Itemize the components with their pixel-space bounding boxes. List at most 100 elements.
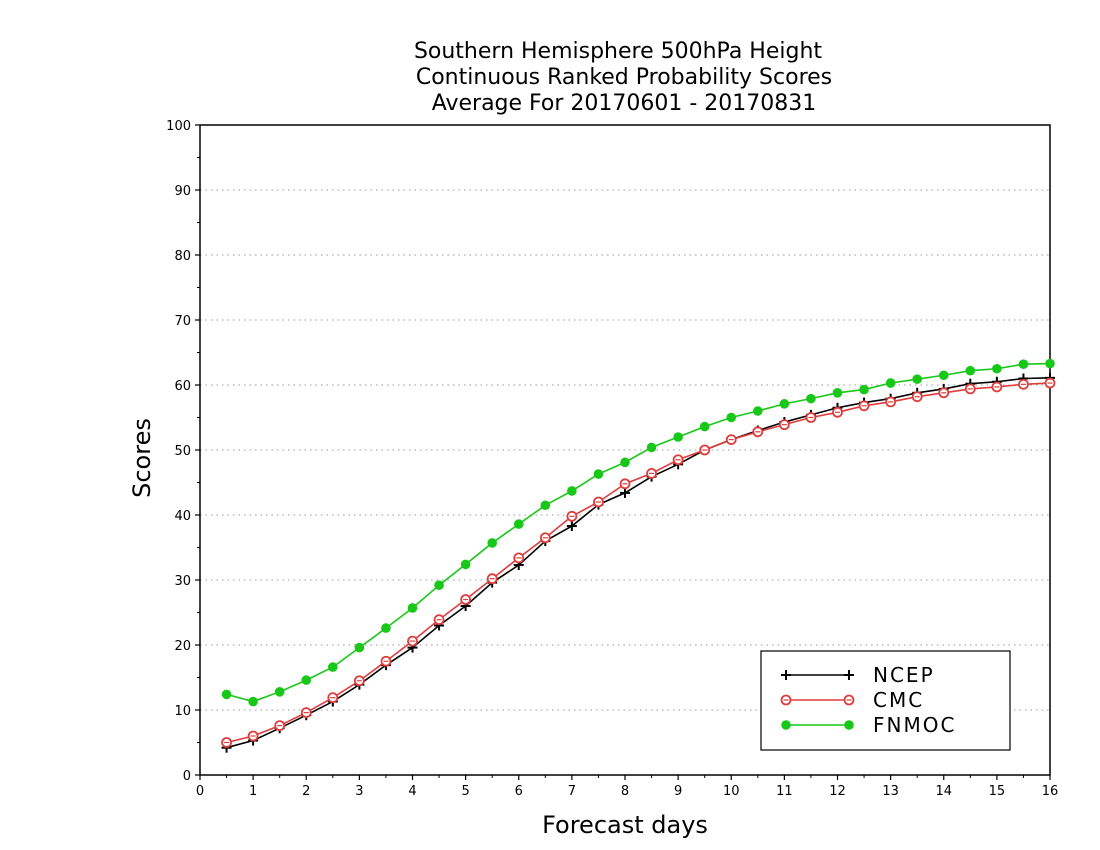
data-point-fnmoc xyxy=(912,374,922,384)
legend-marker-ncep xyxy=(844,670,854,680)
legend-item-ncep: NCEP xyxy=(781,663,935,687)
data-point-cmc xyxy=(353,675,365,687)
x-tick-label: 8 xyxy=(621,784,629,799)
legend-label-fnmoc: FNMOC xyxy=(873,713,956,737)
data-point-fnmoc xyxy=(221,689,232,700)
data-point-cmc xyxy=(460,594,472,605)
y-tick-label: 80 xyxy=(174,249,191,264)
y-tick-label: 50 xyxy=(174,444,191,459)
legend-label-cmc: CMC xyxy=(873,688,924,712)
data-point-cmc xyxy=(619,478,631,490)
data-point-ncep xyxy=(620,487,630,498)
data-point-fnmoc xyxy=(407,603,418,613)
y-axis-label: Scores xyxy=(128,418,156,498)
data-point-cmc xyxy=(752,426,764,438)
data-point-cmc xyxy=(274,720,286,731)
data-point-cmc xyxy=(327,692,339,704)
data-point-cmc xyxy=(699,444,711,456)
x-tick-label: 12 xyxy=(829,784,846,799)
legend-label-ncep: NCEP xyxy=(873,663,935,687)
y-tick-label: 60 xyxy=(174,379,191,394)
data-point-cmc xyxy=(832,406,843,418)
chart-title: Southern Hemisphere 500hPa Height Contin… xyxy=(414,39,832,116)
data-point-cmc xyxy=(805,412,817,423)
data-point-cmc xyxy=(1018,378,1029,390)
data-point-cmc xyxy=(539,532,551,544)
data-point-fnmoc xyxy=(248,696,258,707)
data-point-cmc xyxy=(911,391,923,403)
y-tick-label: 0 xyxy=(183,769,191,784)
x-tick-label: 16 xyxy=(1042,784,1059,799)
data-point-cmc xyxy=(1044,377,1056,389)
x-tick-label: 1 xyxy=(249,784,257,799)
data-point-fnmoc xyxy=(301,675,312,685)
data-point-cmc xyxy=(964,383,976,395)
data-point-fnmoc xyxy=(753,406,763,416)
title-line-2: Continuous Ranked Probability Scores xyxy=(416,65,832,90)
data-point-fnmoc xyxy=(487,538,497,548)
data-point-ncep xyxy=(566,521,577,532)
x-axis-ticks: 0 1 2 3 4 5 6 7 8 9 10 11 12 13 14 15 16 xyxy=(196,775,1058,799)
data-point-fnmoc xyxy=(992,363,1002,374)
legend-marker-cmc xyxy=(780,694,792,706)
series-fnmoc xyxy=(221,358,1055,707)
x-axis-label: Forecast days xyxy=(542,811,708,839)
data-point-fnmoc xyxy=(673,432,683,442)
y-axis-ticks: 0 10 20 30 40 50 60 70 80 90 100 xyxy=(166,119,200,784)
series-group xyxy=(221,358,1056,753)
data-point-fnmoc xyxy=(620,457,630,468)
data-point-fnmoc xyxy=(593,469,604,479)
x-tick-label: 0 xyxy=(196,784,204,799)
data-point-cmc xyxy=(221,737,232,748)
y-tick-label: 20 xyxy=(174,639,191,654)
x-tick-label: 7 xyxy=(568,784,576,799)
x-tick-label: 14 xyxy=(935,784,952,799)
x-tick-label: 4 xyxy=(408,784,416,799)
data-point-cmc xyxy=(725,434,737,446)
data-point-fnmoc xyxy=(381,623,391,633)
data-point-fnmoc xyxy=(567,486,577,496)
data-point-fnmoc xyxy=(859,384,869,395)
data-point-fnmoc xyxy=(646,442,657,453)
x-tick-label: 5 xyxy=(461,784,469,799)
x-tick-label: 10 xyxy=(723,784,740,799)
x-tick-label: 2 xyxy=(302,784,310,799)
data-point-cmc xyxy=(486,573,498,585)
data-point-cmc xyxy=(672,454,684,466)
data-point-cmc xyxy=(513,552,525,564)
x-tick-label: 3 xyxy=(355,784,363,799)
data-point-cmc xyxy=(433,614,445,626)
title-line-1: Southern Hemisphere 500hPa Height xyxy=(414,39,822,64)
y-tick-label: 100 xyxy=(166,119,191,134)
data-point-fnmoc xyxy=(1045,358,1055,369)
x-tick-label: 11 xyxy=(776,784,793,799)
legend-marker-fnmoc xyxy=(844,720,854,730)
data-point-cmc xyxy=(300,707,312,718)
x-tick-label: 6 xyxy=(515,784,523,799)
data-point-cmc xyxy=(646,467,657,479)
data-point-fnmoc xyxy=(806,393,816,404)
x-tick-label: 13 xyxy=(882,784,899,799)
data-point-fnmoc xyxy=(965,365,976,376)
data-point-cmc xyxy=(380,655,392,667)
data-point-fnmoc xyxy=(540,500,551,511)
title-line-3: Average For 20170601 - 20170831 xyxy=(432,91,817,116)
data-point-fnmoc xyxy=(832,388,843,398)
data-point-cmc xyxy=(885,396,897,408)
legend-marker-ncep xyxy=(781,670,791,680)
data-point-fnmoc xyxy=(460,559,471,570)
y-tick-label: 30 xyxy=(174,574,191,589)
data-point-cmc xyxy=(407,635,418,647)
x-tick-label: 15 xyxy=(989,784,1006,799)
data-point-fnmoc xyxy=(354,642,365,653)
x-tick-label: 9 xyxy=(674,784,682,799)
data-point-fnmoc xyxy=(885,378,896,388)
data-point-cmc xyxy=(247,730,259,742)
data-point-fnmoc xyxy=(779,399,790,409)
data-point-cmc xyxy=(778,419,790,431)
data-point-fnmoc xyxy=(513,519,524,529)
data-point-fnmoc xyxy=(699,421,710,432)
